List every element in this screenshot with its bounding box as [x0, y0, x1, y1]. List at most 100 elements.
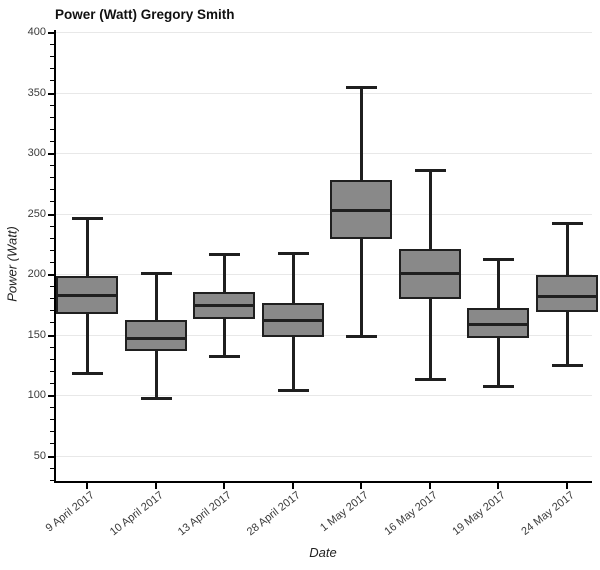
- box-28-april-2017[interactable]: [262, 252, 324, 392]
- x-tick: [497, 483, 499, 489]
- box-24-may-2017[interactable]: [536, 222, 598, 367]
- y-minor-tick: [50, 226, 55, 227]
- median-line: [469, 323, 527, 326]
- upper-whisker-stem: [429, 170, 432, 249]
- y-axis-title: Power (Watt): [4, 226, 20, 302]
- box-9-april-2017[interactable]: [56, 217, 118, 375]
- median-line: [332, 209, 390, 212]
- lower-whisker-stem: [223, 319, 226, 357]
- y-minor-tick: [50, 250, 55, 251]
- upper-whisker-cap: [140, 272, 172, 275]
- upper-whisker-cap: [414, 169, 446, 172]
- median-line: [401, 272, 459, 275]
- lower-whisker-stem: [155, 351, 158, 399]
- y-minor-tick: [50, 117, 55, 118]
- box-16-may-2017[interactable]: [399, 169, 461, 381]
- lower-whisker-cap: [140, 397, 172, 400]
- lower-whisker-cap: [482, 385, 514, 388]
- y-minor-tick: [50, 359, 55, 360]
- y-minor-tick: [50, 129, 55, 130]
- upper-whisker-cap: [482, 258, 514, 261]
- x-tick: [429, 483, 431, 489]
- lower-whisker-cap: [551, 364, 583, 367]
- y-minor-tick: [50, 468, 55, 469]
- lower-whisker-cap: [277, 389, 309, 392]
- upper-whisker-stem: [155, 273, 158, 320]
- upper-whisker-stem: [223, 254, 226, 292]
- gridline: [55, 32, 592, 33]
- upper-whisker-stem: [86, 218, 89, 276]
- y-minor-tick: [50, 480, 55, 481]
- y-major-tick: [48, 456, 55, 458]
- y-major-tick: [48, 335, 55, 337]
- gridline: [55, 214, 592, 215]
- gridline: [55, 153, 592, 154]
- y-minor-tick: [50, 443, 55, 444]
- x-tick: [86, 483, 88, 489]
- median-line: [538, 295, 596, 298]
- y-minor-tick: [50, 371, 55, 372]
- y-tick-label: 200: [27, 268, 46, 280]
- upper-whisker-cap: [277, 252, 309, 255]
- y-minor-tick: [50, 80, 55, 81]
- x-tick: [223, 483, 225, 489]
- y-tick-label: 250: [27, 208, 46, 220]
- y-minor-tick: [50, 56, 55, 57]
- gridline: [55, 93, 592, 94]
- upper-whisker-cap: [71, 217, 103, 220]
- y-major-tick: [48, 395, 55, 397]
- box-13-april-2017[interactable]: [193, 253, 255, 358]
- y-minor-tick: [50, 347, 55, 348]
- median-line: [264, 319, 322, 322]
- x-tick: [566, 483, 568, 489]
- y-minor-tick: [50, 262, 55, 263]
- y-minor-tick: [50, 383, 55, 384]
- y-minor-tick: [50, 322, 55, 323]
- y-minor-tick: [50, 310, 55, 311]
- y-minor-tick: [50, 419, 55, 420]
- box-1-may-2017[interactable]: [330, 86, 392, 338]
- x-tick: [292, 483, 294, 489]
- y-minor-tick: [50, 407, 55, 408]
- upper-whisker-cap: [345, 86, 377, 89]
- y-axis-line: [54, 30, 56, 482]
- y-minor-tick: [50, 165, 55, 166]
- gridline: [55, 456, 592, 457]
- y-minor-tick: [50, 105, 55, 106]
- y-minor-tick: [50, 431, 55, 432]
- lower-whisker-cap: [71, 372, 103, 375]
- lower-whisker-stem: [86, 314, 89, 374]
- x-tick: [360, 483, 362, 489]
- median-line: [58, 294, 116, 297]
- y-minor-tick: [50, 141, 55, 142]
- lower-whisker-cap: [208, 355, 240, 358]
- y-tick-label: 100: [27, 389, 46, 401]
- median-line: [127, 337, 185, 340]
- y-tick-label: 50: [33, 450, 46, 462]
- box-10-april-2017[interactable]: [125, 272, 187, 400]
- upper-whisker-cap: [551, 222, 583, 225]
- median-line: [195, 304, 253, 307]
- y-tick-label: 400: [27, 26, 46, 38]
- y-major-tick: [48, 153, 55, 155]
- y-major-tick: [48, 93, 55, 95]
- upper-whisker-stem: [566, 223, 569, 275]
- upper-whisker-stem: [292, 253, 295, 303]
- chart-title: Power (Watt) Gregory Smith: [55, 7, 235, 22]
- y-minor-tick: [50, 68, 55, 69]
- lower-whisker-stem: [566, 312, 569, 366]
- y-minor-tick: [50, 189, 55, 190]
- y-major-tick: [48, 274, 55, 276]
- lower-whisker-stem: [429, 299, 432, 380]
- y-tick-label: 350: [27, 87, 46, 99]
- box-19-may-2017[interactable]: [467, 258, 529, 388]
- lower-whisker-cap: [345, 335, 377, 338]
- y-minor-tick: [50, 201, 55, 202]
- y-minor-tick: [50, 286, 55, 287]
- iqr-box: [536, 275, 598, 312]
- x-tick: [155, 483, 157, 489]
- y-tick-label: 300: [27, 147, 46, 159]
- y-minor-tick: [50, 44, 55, 45]
- y-major-tick: [48, 32, 55, 34]
